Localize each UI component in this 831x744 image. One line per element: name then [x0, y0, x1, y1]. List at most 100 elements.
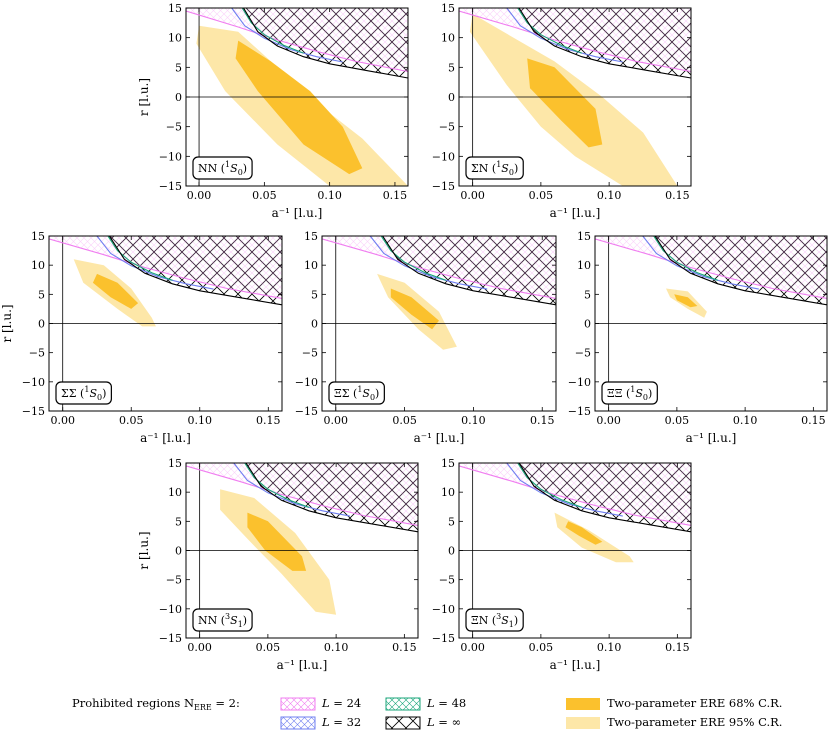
x-tick-label: 0.15 — [392, 641, 417, 654]
legend-swatch-L24 — [280, 697, 316, 711]
y-tick-label: −15 — [295, 405, 318, 418]
legend-label-cr68: Two-parameter ERE 68% C.R. — [607, 696, 782, 710]
curve-L24 — [459, 10, 691, 73]
x-tick-label: 0.05 — [392, 414, 417, 427]
y-tick-label: 10 — [304, 259, 318, 272]
curve-Linf — [245, 463, 418, 533]
y-tick-label: 5 — [311, 288, 318, 301]
x-tick-label: 0.15 — [256, 414, 281, 427]
curve-L48 — [653, 236, 718, 281]
cr68-region — [674, 294, 698, 308]
y-tick-label: −5 — [575, 347, 591, 360]
y-axis-label: r [l.u.] — [137, 78, 151, 116]
x-axis-label: a⁻¹ [l.u.] — [277, 658, 328, 672]
prohibited-region-L24 — [459, 463, 691, 526]
x-tick-label: 0.05 — [665, 414, 690, 427]
y-tick-label: −15 — [432, 180, 455, 193]
panel-badge: ΣΣ (1S0) — [55, 381, 112, 405]
prohibited-region-L24 — [322, 236, 556, 299]
x-axis-label: a⁻¹ [l.u.] — [140, 431, 191, 445]
y-axis-label: r [l.u.] — [0, 304, 14, 342]
panel-badge: NN (3S1) — [192, 608, 253, 632]
panel-badge-box — [465, 156, 524, 180]
y-tick-label: 0 — [38, 318, 45, 331]
panel-badge-box — [465, 608, 524, 632]
cr68-region — [390, 288, 439, 330]
legend-title: Prohibited regions NERE = 2: — [72, 696, 240, 712]
x-tick-label: 0.10 — [733, 414, 758, 427]
y-tick-label: 10 — [441, 486, 455, 499]
y-tick-label: 15 — [577, 230, 591, 243]
curve-L32 — [506, 8, 623, 63]
curve-Linf — [654, 236, 827, 306]
prohibited-region-L24 — [459, 8, 691, 72]
panel-badge-box — [192, 608, 253, 632]
y-tick-label: 15 — [168, 2, 182, 15]
panel-badge-box — [328, 381, 385, 405]
panel-badge-text: ΣΣ (1S0) — [61, 385, 106, 402]
curve-L24 — [595, 238, 827, 299]
y-tick-label: 0 — [448, 545, 455, 558]
panel-badge-text: NN (1S0) — [198, 160, 247, 177]
x-tick-label: 0.10 — [324, 641, 349, 654]
y-tick-label: −5 — [439, 574, 455, 587]
panel-badge-text: ΞΣ (1S0) — [334, 385, 379, 402]
y-tick-label: 15 — [441, 457, 455, 470]
y-axis-label: r [l.u.] — [137, 531, 151, 569]
curve-L32 — [231, 8, 343, 63]
curve-Linf — [108, 236, 282, 306]
y-tick-label: −15 — [159, 632, 182, 645]
curve-Linf — [382, 236, 556, 306]
x-tick-label: 0.15 — [383, 189, 408, 202]
y-tick-label: 5 — [175, 515, 182, 528]
cr68-region — [247, 512, 307, 571]
y-tick-label: −15 — [432, 632, 455, 645]
curve-L32 — [369, 236, 488, 290]
x-tick-label: 0.15 — [665, 641, 690, 654]
x-tick-label: 0.00 — [324, 414, 349, 427]
y-tick-label: 10 — [31, 259, 45, 272]
legend-label-L24: L = 24 — [321, 696, 361, 710]
x-axis-label: a⁻¹ [l.u.] — [550, 206, 601, 220]
y-tick-label: 0 — [311, 318, 318, 331]
y-tick-label: 0 — [584, 318, 591, 331]
panel-badge-text: ΣN (1S0) — [471, 160, 518, 177]
y-tick-label: 15 — [31, 230, 45, 243]
legend-label-L32: L = 32 — [321, 715, 361, 729]
y-tick-label: 15 — [304, 230, 318, 243]
x-axis-label: a⁻¹ [l.u.] — [686, 431, 737, 445]
cr68-region — [527, 58, 603, 148]
legend-label-cr95: Two-parameter ERE 95% C.R. — [607, 715, 782, 729]
x-tick-label: 0.00 — [187, 189, 212, 202]
legend-swatch-L48 — [385, 697, 421, 711]
x-tick-label: 0.00 — [187, 641, 212, 654]
cr68-region — [235, 40, 363, 175]
x-tick-label: 0.10 — [317, 189, 342, 202]
curve-Linf — [518, 8, 691, 79]
x-tick-label: 0.05 — [252, 189, 277, 202]
x-tick-label: 0.10 — [597, 189, 622, 202]
y-tick-label: 0 — [175, 545, 182, 558]
legend: Prohibited regions NERE = 2: L = 24 L = … — [72, 696, 782, 730]
y-tick-label: 10 — [577, 259, 591, 272]
y-tick-label: 5 — [38, 288, 45, 301]
x-tick-label: 0.15 — [801, 414, 826, 427]
y-tick-label: −15 — [568, 405, 591, 418]
y-tick-label: 0 — [448, 91, 455, 104]
y-tick-label: 5 — [584, 288, 591, 301]
y-tick-label: −10 — [432, 150, 455, 163]
panel-badge-text: ΞN (3S1) — [471, 612, 518, 629]
panel-badge-text: ΞΞ (1S0) — [607, 385, 652, 402]
y-tick-label: −5 — [29, 347, 45, 360]
x-tick-label: 0.10 — [188, 414, 213, 427]
panel-XiXi_1S0: 0.00 0.05 0.10 0.15 −15 −10 −5 0 5 10 15 a⁻¹ [l.u.]… — [568, 230, 828, 445]
y-tick-label: −15 — [159, 180, 182, 193]
curve-Linf — [243, 8, 408, 79]
curve-L32 — [506, 463, 623, 517]
y-tick-label: 5 — [448, 61, 455, 74]
panel-badge: NN (1S0) — [192, 156, 253, 180]
y-tick-label: 15 — [168, 457, 182, 470]
curve-L32 — [96, 236, 214, 290]
y-tick-label: −15 — [22, 405, 45, 418]
legend-swatch-cr95 — [566, 717, 600, 729]
